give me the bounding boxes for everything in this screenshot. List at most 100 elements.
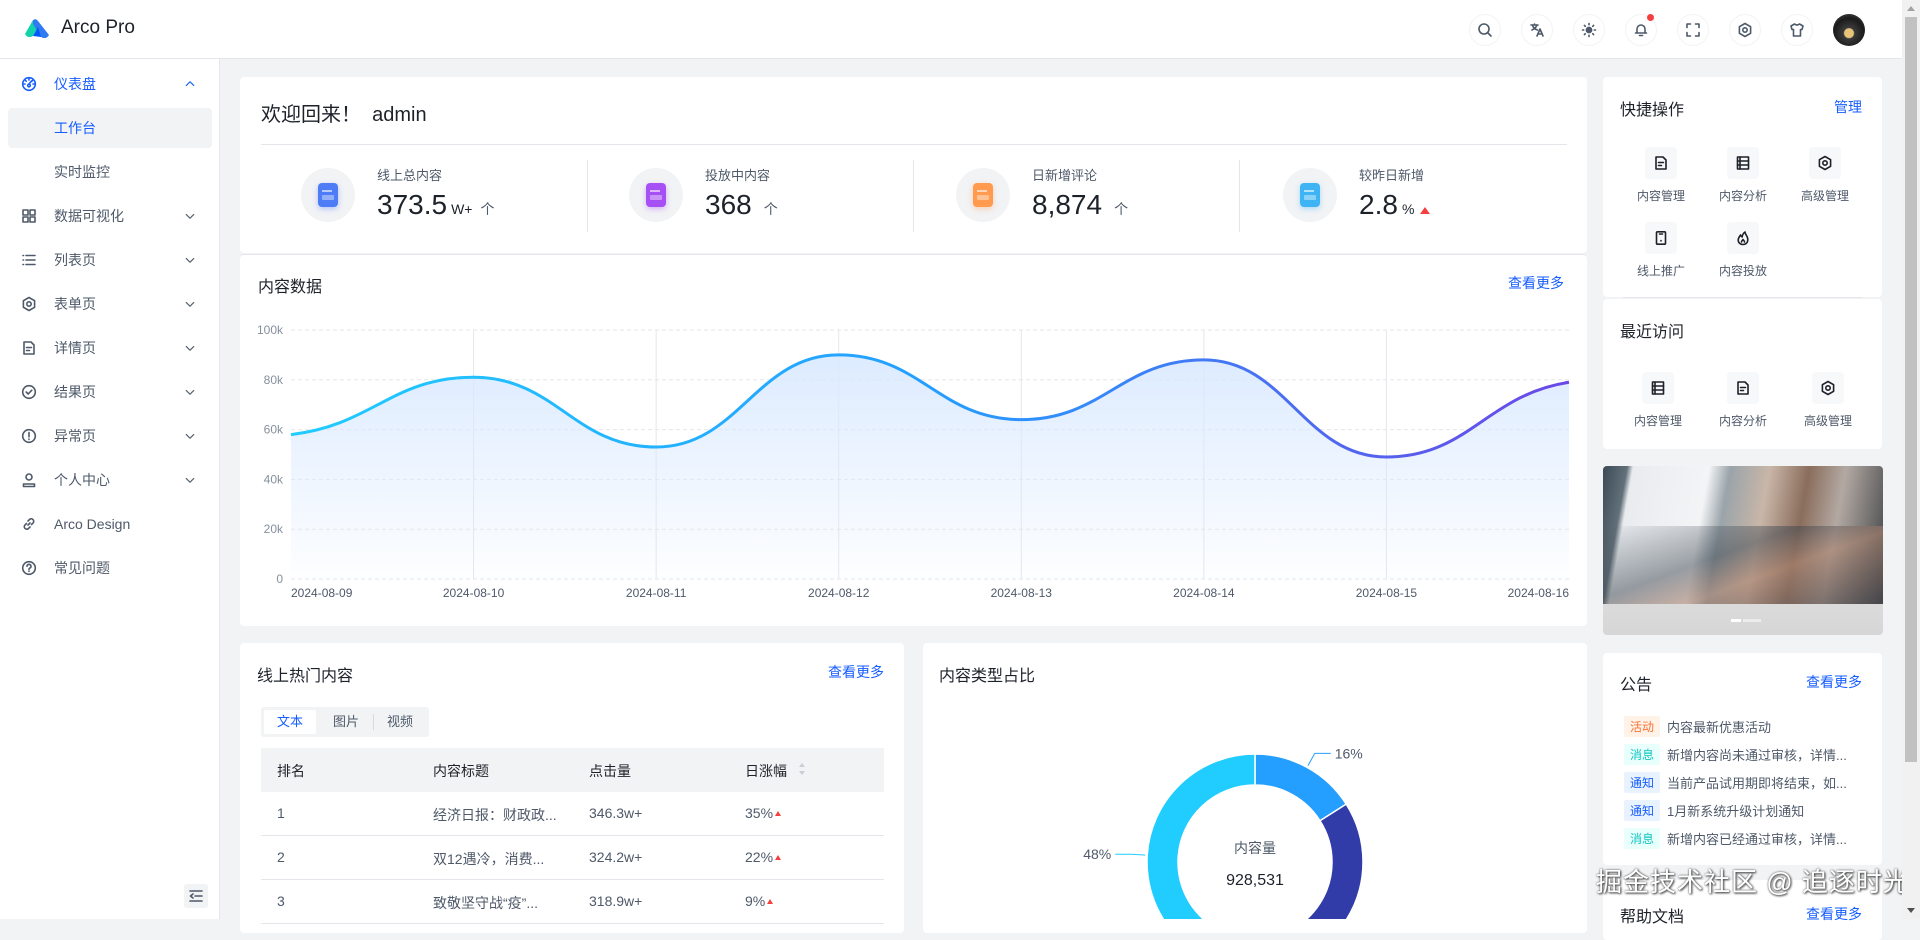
content-line-chart: 0 20k 40k 60k 80k 100k 2024-08-09 2024-08-10 202… <box>257 323 1569 600</box>
user-icon <box>22 473 36 488</box>
x-tick-label: 2024-08-14 <box>1173 586 1235 600</box>
carousel-indicator-active[interactable] <box>1731 619 1741 622</box>
table-cell: 3 <box>277 893 285 909</box>
stat-unit: % <box>1401 201 1415 217</box>
sidebar-item-8[interactable]: Arco Design <box>8 504 212 544</box>
notice-text: 1月新系统升级计划通知 <box>1667 803 1805 819</box>
donut-center-label: 内容量 <box>1234 840 1276 856</box>
sidebar-item-label: 数据可视化 <box>54 208 124 224</box>
fullscreen-button[interactable] <box>1677 14 1709 46</box>
quick-actions-title: 快捷操作 <box>1620 102 1685 119</box>
notice-item[interactable]: 消息 新增内容尚未通过审核，详情... <box>1624 742 1869 766</box>
column-daily-change[interactable]: 日涨幅 <box>745 763 787 779</box>
popular-more-link[interactable]: 查看更多 <box>828 664 884 680</box>
stat-value: 8,874 个 <box>1032 189 1129 220</box>
banner-carousel[interactable] <box>1603 466 1883 635</box>
table-row[interactable] <box>261 836 884 880</box>
stat-label: 日新增评论 <box>1032 168 1098 183</box>
tab-video[interactable]: 视频 <box>386 714 413 729</box>
sidebar-item-0[interactable]: 仪表盘 <box>8 64 212 104</box>
tab-divider <box>373 714 374 730</box>
scrollbar-thumb[interactable] <box>1905 17 1917 762</box>
scroll-down-arrow-icon[interactable] <box>1907 908 1915 914</box>
notice-item[interactable]: 消息 新增内容已经通过审核，详情... <box>1624 826 1869 850</box>
sort-icon[interactable] <box>798 762 806 776</box>
sidebar-subitem-1[interactable]: 实时监控 <box>8 152 212 192</box>
quick-action-item[interactable]: 内容分析 <box>1703 147 1783 204</box>
quick-action-item[interactable]: 线上推广 <box>1621 222 1701 279</box>
banner-image-overlay <box>1603 526 1883 604</box>
notice-text: 新增内容尚未通过审核，详情... <box>1667 747 1847 763</box>
collapse-sidebar-button[interactable] <box>184 884 208 908</box>
question-circle-icon <box>21 560 37 576</box>
notice-item[interactable]: 通知 当前产品试用期即将结束，如... <box>1624 770 1869 794</box>
language-button[interactable] <box>1521 14 1553 46</box>
skin-button[interactable] <box>1781 14 1813 46</box>
sidebar-item-9[interactable]: 常见问题 <box>8 548 212 588</box>
pie-slice[interactable] <box>1254 753 1348 822</box>
notice-item[interactable]: 活动 内容最新优惠活动 <box>1624 714 1869 738</box>
column-rank: 排名 <box>277 763 305 779</box>
tab-image[interactable]: 图片 <box>332 714 359 729</box>
sidebar-item-1[interactable]: 数据可视化 <box>8 196 212 236</box>
content-data-more-link[interactable]: 查看更多 <box>1508 275 1564 291</box>
stat-1: 投放中内容 368 个 <box>629 159 929 233</box>
chevron-down-icon <box>185 345 195 351</box>
popular-title: 线上热门内容 <box>257 668 354 685</box>
link-icon <box>23 518 35 530</box>
notification-bell-button[interactable] <box>1625 14 1657 46</box>
stat-value: 368 个 <box>705 189 778 220</box>
sidebar-item-3[interactable]: 表单页 <box>8 284 212 324</box>
search-button[interactable] <box>1469 14 1501 46</box>
sidebar-item-4[interactable]: 详情页 <box>8 328 212 368</box>
notice-text: 当前产品试用期即将结束，如... <box>1667 775 1847 791</box>
recent-visit-item[interactable]: 内容分析 <box>1703 372 1783 429</box>
pie-slice[interactable] <box>1146 753 1256 919</box>
quick-action-item[interactable]: 内容投放 <box>1703 222 1783 279</box>
sidebar: 仪表盘 工作台 实时监控数据可视化列表页 表单页详情页结果页 异常页 个人中心 Arco D… <box>0 59 220 919</box>
sidebar-item-label: 详情页 <box>54 340 96 356</box>
tab-text[interactable]: 文本 <box>264 710 316 734</box>
sidebar-item-7[interactable]: 个人中心 <box>8 460 212 500</box>
fire-icon <box>1737 231 1749 246</box>
y-tick-label: 20k <box>264 522 284 536</box>
sidebar-item-5[interactable]: 结果页 <box>8 372 212 412</box>
watermark: 掘金技术社区 @ 追逐时光者 <box>1596 867 1920 897</box>
sidebar-item-6[interactable]: 异常页 <box>8 416 212 456</box>
stat-icon <box>1283 168 1337 222</box>
scroll-up-arrow-icon[interactable] <box>1907 5 1915 11</box>
notice-tag: 活动 <box>1624 715 1661 737</box>
stat-icon <box>301 168 355 222</box>
table-row[interactable] <box>261 792 884 836</box>
storage-icon <box>1651 381 1665 395</box>
pie-slice[interactable] <box>1241 803 1364 919</box>
welcome-title: 欢迎回来！ admin <box>261 104 427 126</box>
recent-visit-label: 高级管理 <box>1803 414 1852 428</box>
user-avatar[interactable] <box>1833 14 1865 46</box>
quick-action-item[interactable]: 内容管理 <box>1621 147 1701 204</box>
area-fill <box>291 354 1569 579</box>
stat-divider <box>913 160 914 232</box>
dashboard-icon <box>21 76 37 92</box>
notice-more-link[interactable]: 查看更多 <box>1806 674 1862 690</box>
carousel-indicator[interactable] <box>1743 619 1761 622</box>
recent-visit-item[interactable]: 高级管理 <box>1788 372 1868 429</box>
quick-action-label: 内容投放 <box>1718 264 1767 278</box>
settings-icon <box>1738 22 1752 38</box>
quick-actions-manage-link[interactable]: 管理 <box>1834 99 1862 115</box>
settings-button[interactable] <box>1729 14 1761 46</box>
table-cell: 346.3w+ <box>589 805 643 821</box>
help-docs-more-link[interactable]: 查看更多 <box>1806 906 1862 922</box>
theme-sun-button[interactable] <box>1573 14 1605 46</box>
quick-action-item[interactable]: 高级管理 <box>1785 147 1865 204</box>
table-row[interactable] <box>261 880 884 924</box>
pie-label-line <box>1115 853 1146 856</box>
sidebar-subitem-0[interactable]: 工作台 <box>8 108 212 148</box>
recent-visit-item[interactable]: 内容管理 <box>1618 372 1698 429</box>
list-icon <box>22 254 36 266</box>
chevron-down-icon <box>185 301 195 307</box>
page-scrollbar[interactable] <box>1902 0 1920 919</box>
stat-divider <box>1239 160 1240 232</box>
sidebar-item-2[interactable]: 列表页 <box>8 240 212 280</box>
notice-item[interactable]: 通知 1月新系统升级计划通知 <box>1624 798 1869 822</box>
